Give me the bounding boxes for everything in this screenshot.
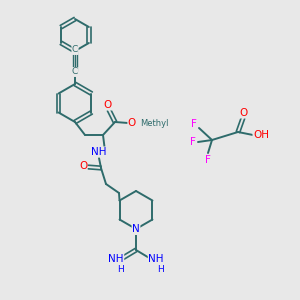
Text: F: F bbox=[190, 137, 196, 147]
Text: NH: NH bbox=[91, 147, 107, 157]
Text: NH: NH bbox=[108, 254, 124, 264]
Text: C: C bbox=[72, 46, 78, 55]
Text: OH: OH bbox=[253, 130, 269, 140]
Text: O: O bbox=[79, 161, 87, 171]
Text: O: O bbox=[240, 108, 248, 118]
Text: NH: NH bbox=[148, 254, 164, 264]
Text: H: H bbox=[117, 265, 123, 274]
Text: O: O bbox=[128, 118, 136, 128]
Text: O: O bbox=[104, 100, 112, 110]
Text: F: F bbox=[205, 155, 211, 165]
Text: H: H bbox=[157, 265, 164, 274]
Text: C: C bbox=[72, 68, 78, 76]
Text: F: F bbox=[191, 119, 197, 129]
Text: N: N bbox=[132, 224, 140, 235]
Text: Methyl: Methyl bbox=[140, 118, 169, 127]
